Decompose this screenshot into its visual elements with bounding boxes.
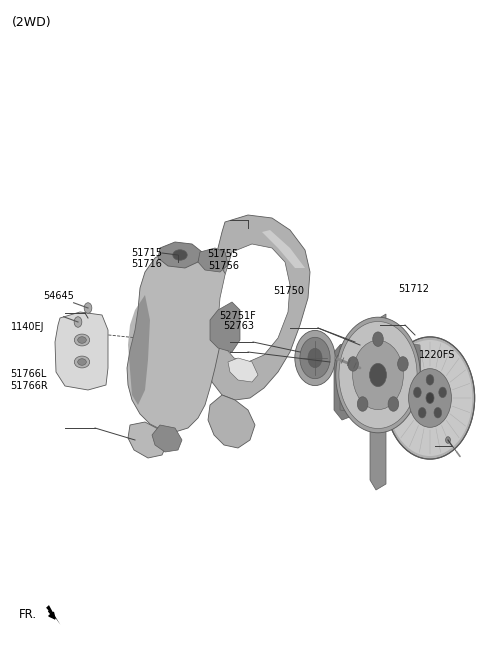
Polygon shape <box>158 242 202 268</box>
Circle shape <box>439 387 446 397</box>
Ellipse shape <box>308 348 322 368</box>
Ellipse shape <box>348 357 359 371</box>
Text: (2WD): (2WD) <box>12 16 52 30</box>
Polygon shape <box>55 312 108 390</box>
Ellipse shape <box>370 363 386 386</box>
Polygon shape <box>46 605 60 625</box>
Circle shape <box>434 407 442 418</box>
Circle shape <box>74 317 82 327</box>
Text: 51755
51756: 51755 51756 <box>208 249 239 271</box>
Text: 51712: 51712 <box>398 284 430 294</box>
Polygon shape <box>262 230 305 268</box>
Text: 54645: 54645 <box>43 291 74 301</box>
Text: 52763: 52763 <box>223 321 254 331</box>
Circle shape <box>445 437 450 443</box>
Polygon shape <box>210 302 240 352</box>
Ellipse shape <box>373 332 383 346</box>
Polygon shape <box>208 248 225 375</box>
Polygon shape <box>208 395 255 448</box>
Text: 1140EJ: 1140EJ <box>11 322 44 332</box>
Polygon shape <box>340 338 422 413</box>
Text: 51715
51716: 51715 51716 <box>131 248 162 269</box>
Ellipse shape <box>74 356 90 368</box>
Ellipse shape <box>295 330 335 386</box>
Ellipse shape <box>357 397 368 411</box>
Text: FR.: FR. <box>19 608 37 621</box>
Polygon shape <box>128 295 150 405</box>
Circle shape <box>84 303 92 313</box>
Text: 52751F: 52751F <box>219 311 256 321</box>
Circle shape <box>426 374 434 385</box>
Text: 51766L
51766R: 51766L 51766R <box>11 369 48 391</box>
Ellipse shape <box>173 250 187 260</box>
Polygon shape <box>334 338 360 420</box>
Circle shape <box>419 407 426 418</box>
Polygon shape <box>127 248 232 432</box>
Ellipse shape <box>339 321 417 428</box>
Ellipse shape <box>387 340 472 456</box>
Circle shape <box>414 387 421 397</box>
Ellipse shape <box>385 337 475 459</box>
Ellipse shape <box>397 357 408 371</box>
Ellipse shape <box>300 337 330 378</box>
Polygon shape <box>228 358 258 382</box>
Ellipse shape <box>426 392 434 403</box>
Text: 51750: 51750 <box>274 286 305 296</box>
Polygon shape <box>370 314 386 490</box>
Polygon shape <box>128 422 168 458</box>
Polygon shape <box>218 244 290 362</box>
Ellipse shape <box>353 340 403 410</box>
Ellipse shape <box>74 334 90 346</box>
Ellipse shape <box>336 317 420 433</box>
Ellipse shape <box>78 337 86 344</box>
Polygon shape <box>198 248 228 272</box>
Polygon shape <box>208 215 310 400</box>
Ellipse shape <box>408 369 451 427</box>
Ellipse shape <box>388 397 399 411</box>
Ellipse shape <box>78 359 86 365</box>
Polygon shape <box>152 425 182 452</box>
Text: 1220FS: 1220FS <box>419 350 455 359</box>
